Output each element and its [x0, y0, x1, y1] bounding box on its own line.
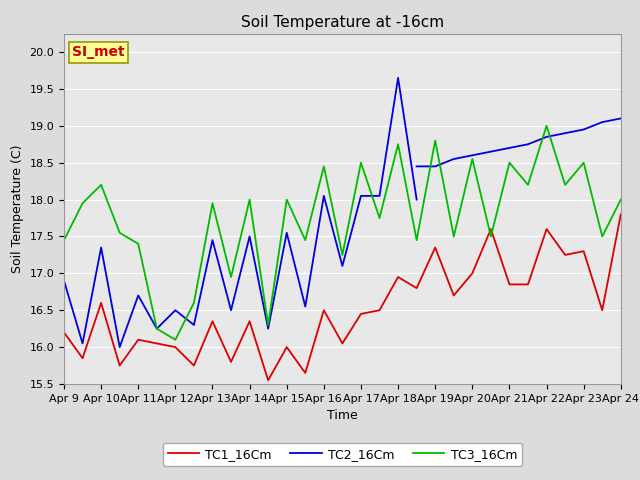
TC1_16Cm [450, 293, 458, 299]
Title: Soil Temperature at -16cm: Soil Temperature at -16cm [241, 15, 444, 30]
TC3_16Cm [598, 234, 606, 240]
TC3_16Cm [172, 337, 179, 343]
TC1_16Cm [227, 359, 235, 365]
TC2_16Cm [431, 164, 439, 169]
TC2_16Cm [543, 134, 550, 140]
TC3_16Cm [394, 142, 402, 147]
TC1_16Cm [598, 307, 606, 313]
TC3_16Cm [431, 138, 439, 144]
TC1_16Cm [431, 245, 439, 251]
TC3_16Cm [339, 252, 346, 258]
TC1_16Cm [190, 363, 198, 369]
TC3_16Cm [357, 160, 365, 166]
TC3_16Cm [209, 200, 216, 206]
TC3_16Cm [617, 197, 625, 203]
TC2_16Cm [468, 153, 476, 158]
TC3_16Cm [413, 237, 420, 243]
TC2_16Cm [561, 130, 569, 136]
TC3_16Cm [506, 160, 513, 166]
TC1_16Cm [246, 318, 253, 324]
TC2_16Cm [580, 127, 588, 132]
TC3_16Cm [60, 237, 68, 243]
TC1_16Cm [320, 307, 328, 313]
TC3_16Cm [580, 160, 588, 166]
TC1_16Cm [153, 340, 161, 346]
TC3_16Cm [301, 237, 309, 243]
TC3_16Cm [134, 241, 142, 247]
TC1_16Cm [394, 274, 402, 280]
TC1_16Cm [524, 282, 532, 288]
TC1_16Cm [617, 212, 625, 217]
TC1_16Cm [468, 270, 476, 276]
TC3_16Cm [190, 300, 198, 306]
TC1_16Cm [134, 337, 142, 343]
Y-axis label: Soil Temperature (C): Soil Temperature (C) [11, 144, 24, 273]
TC2_16Cm [487, 149, 495, 155]
TC1_16Cm [97, 300, 105, 306]
TC3_16Cm [487, 234, 495, 240]
TC2_16Cm [524, 142, 532, 147]
TC3_16Cm [79, 200, 86, 206]
Text: SI_met: SI_met [72, 46, 125, 60]
TC1_16Cm [561, 252, 569, 258]
TC1_16Cm [283, 344, 291, 350]
TC3_16Cm [450, 234, 458, 240]
TC3_16Cm [543, 123, 550, 129]
TC3_16Cm [468, 156, 476, 162]
TC1_16Cm [506, 282, 513, 288]
TC3_16Cm [153, 326, 161, 332]
TC3_16Cm [246, 197, 253, 203]
TC1_16Cm [264, 377, 272, 383]
TC3_16Cm [116, 230, 124, 236]
TC1_16Cm [339, 340, 346, 346]
TC1_16Cm [172, 344, 179, 350]
TC1_16Cm [580, 248, 588, 254]
TC3_16Cm [264, 322, 272, 328]
Line: TC2_16Cm: TC2_16Cm [417, 119, 621, 167]
TC3_16Cm [524, 182, 532, 188]
TC1_16Cm [357, 311, 365, 317]
TC1_16Cm [487, 226, 495, 232]
TC1_16Cm [116, 363, 124, 369]
TC1_16Cm [376, 307, 383, 313]
TC1_16Cm [79, 355, 86, 361]
TC1_16Cm [543, 226, 550, 232]
Line: TC3_16Cm: TC3_16Cm [64, 126, 621, 340]
TC2_16Cm [506, 145, 513, 151]
TC3_16Cm [97, 182, 105, 188]
X-axis label: Time: Time [327, 409, 358, 422]
TC1_16Cm [209, 318, 216, 324]
TC1_16Cm [60, 329, 68, 335]
Line: TC1_16Cm: TC1_16Cm [64, 215, 621, 380]
TC3_16Cm [283, 197, 291, 203]
TC3_16Cm [376, 215, 383, 221]
TC2_16Cm [598, 119, 606, 125]
TC1_16Cm [413, 285, 420, 291]
TC2_16Cm [617, 116, 625, 121]
TC2_16Cm [413, 164, 420, 169]
TC3_16Cm [320, 164, 328, 169]
TC3_16Cm [227, 274, 235, 280]
TC3_16Cm [561, 182, 569, 188]
Legend: TC1_16Cm, TC2_16Cm, TC3_16Cm: TC1_16Cm, TC2_16Cm, TC3_16Cm [163, 443, 522, 466]
TC2_16Cm [450, 156, 458, 162]
TC1_16Cm [301, 370, 309, 376]
